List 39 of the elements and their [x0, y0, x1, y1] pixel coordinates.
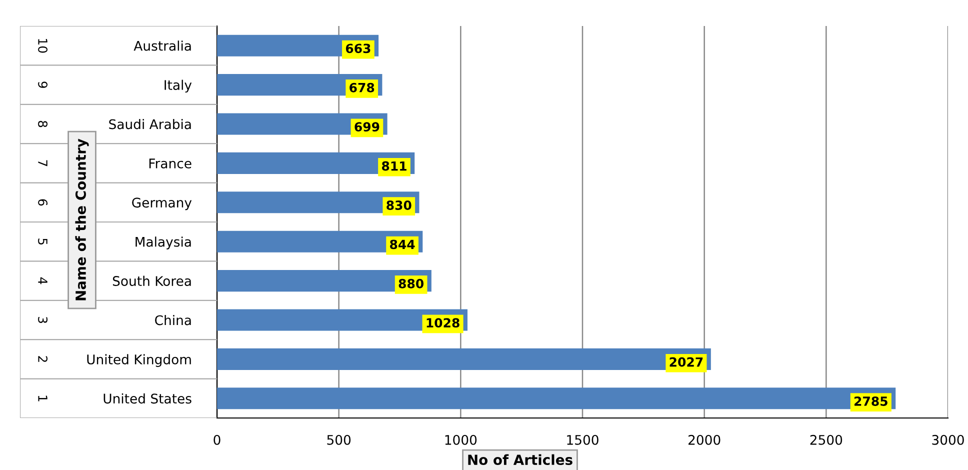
x-tick-label: 500 — [327, 434, 351, 445]
data-label: 811 — [382, 161, 406, 171]
y-tick-label: South Korea — [112, 276, 191, 286]
y-tick-label: United States — [104, 393, 192, 404]
text: 9 — [38, 82, 48, 88]
text: 3 — [38, 316, 48, 323]
y-tick-label: Italy — [164, 80, 192, 93]
text: 4 — [38, 277, 48, 284]
data-label: 663 — [346, 44, 370, 54]
text: 10 — [38, 39, 48, 53]
data-label: 699 — [354, 122, 380, 132]
data-label: 1028 — [426, 318, 460, 328]
text: 5 — [38, 238, 48, 244]
data-label: 678 — [350, 82, 374, 92]
y-tick-label: Malaysia — [136, 236, 191, 250]
y-tick-label: Saudi Arabia — [109, 118, 191, 130]
x-tick-label: 1000 — [445, 434, 477, 445]
data-label: 2785 — [854, 396, 888, 406]
data-label: 880 — [398, 278, 424, 288]
x-tick-label: 2500 — [810, 434, 842, 445]
text: 7 — [38, 160, 48, 166]
x-tick-label: 1500 — [567, 434, 598, 445]
data-label: 830 — [386, 200, 412, 210]
y-tick-label: Germany — [132, 198, 192, 210]
text: 1 — [38, 396, 48, 402]
x-tick-label: 3000 — [932, 434, 964, 445]
data-label: 844 — [390, 240, 415, 250]
y-tick-label: Australia — [134, 40, 191, 51]
y-axis-title: Name of the Country — [75, 138, 89, 300]
text: 6 — [38, 199, 48, 206]
y-tick-label: China — [155, 314, 191, 326]
x-tick-label: 2000 — [688, 434, 720, 445]
data-label: 2027 — [670, 357, 703, 367]
x-axis-title: No of Articles — [468, 454, 572, 466]
y-tick-label: France — [149, 158, 192, 168]
y-tick-label: United Kingdom — [87, 354, 191, 367]
text: 2 — [38, 356, 48, 362]
x-tick-label: 0 — [214, 434, 220, 445]
text: 8 — [38, 120, 48, 128]
